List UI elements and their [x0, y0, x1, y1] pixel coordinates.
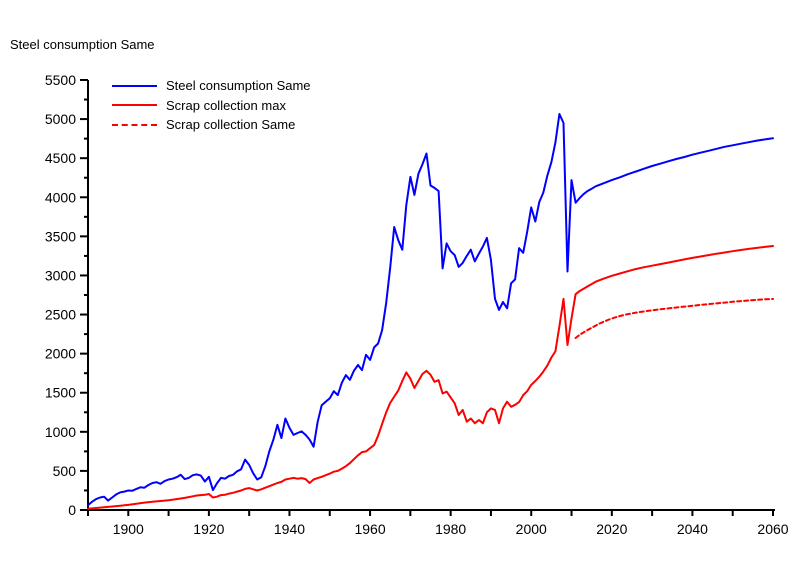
series-line-0: [87, 113, 774, 507]
y-tick-label: 2000: [45, 346, 76, 362]
x-tick-label: 1960: [354, 521, 385, 537]
series-line-1: [87, 245, 774, 510]
legend-item: Scrap collection max: [112, 96, 311, 116]
legend-swatch-icon: [112, 84, 157, 87]
chart-title: Steel consumption Same: [10, 37, 155, 52]
legend-item: Steel consumption Same: [112, 76, 311, 96]
x-tick-label: 2040: [677, 521, 708, 537]
series-line-2: [574, 297, 774, 339]
legend-swatch-icon: [112, 123, 157, 126]
legend-label: Scrap collection max: [166, 97, 286, 113]
x-tick-label: 2060: [757, 521, 788, 537]
legend-label: Scrap collection Same: [166, 117, 296, 133]
y-tick-label: 5500: [45, 72, 76, 88]
y-tick-label: 1000: [45, 424, 76, 440]
y-tick-label: 1500: [45, 385, 76, 401]
y-tick-label: 4500: [45, 150, 76, 166]
y-tick-label: 3000: [45, 267, 76, 283]
x-tick-label: 2020: [596, 521, 627, 537]
x-tick-label: 1920: [193, 521, 224, 537]
y-tick-label: 500: [53, 463, 77, 479]
legend-swatch-icon: [112, 104, 157, 107]
x-tick-label: 2000: [516, 521, 547, 537]
y-tick-label: 3500: [45, 228, 76, 244]
legend: Steel consumption Same Scrap collection m…: [112, 76, 311, 135]
x-tick-label: 1940: [274, 521, 305, 537]
y-tick-label: 4000: [45, 189, 76, 205]
y-tick-label: 2500: [45, 307, 76, 323]
x-tick-label: 1900: [113, 521, 144, 537]
legend-item: Scrap collection Same: [112, 115, 311, 135]
y-tick-label: 5000: [45, 111, 76, 127]
legend-label: Steel consumption Same: [166, 78, 311, 94]
y-tick-label: 0: [68, 502, 76, 518]
x-tick-label: 1980: [435, 521, 466, 537]
